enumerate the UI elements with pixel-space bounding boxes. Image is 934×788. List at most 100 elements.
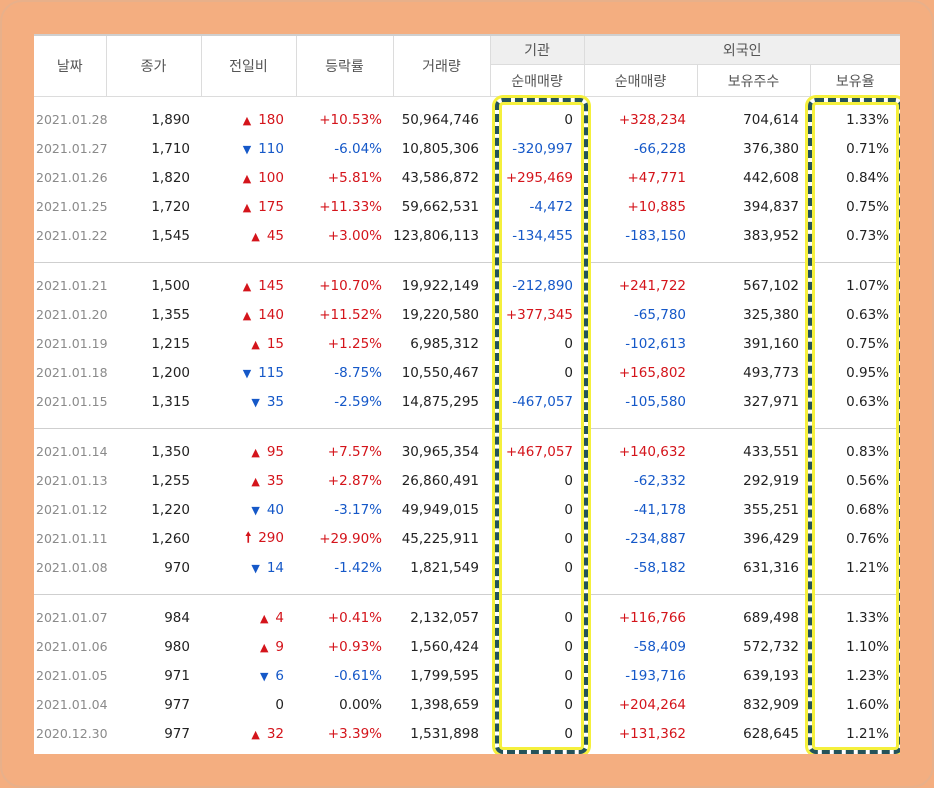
- volume-cell: 6,985,312: [410, 335, 479, 352]
- change-value: 180: [258, 111, 284, 128]
- foreign-net-cell: -58,409: [633, 638, 686, 655]
- table-row[interactable]: 2021.01.15 1,315 ▼ 35 -2.59% 14,875,295 -467,0…: [34, 387, 900, 416]
- foreign-ratio-cell: 0.83%: [846, 443, 889, 460]
- foreign-ratio-cell: 0.75%: [846, 198, 889, 215]
- change-value: 95: [266, 443, 284, 460]
- foreign-net-cell: +140,632: [618, 443, 686, 460]
- header-close[interactable]: 종가: [106, 34, 202, 97]
- group-spacer: [34, 582, 900, 595]
- institution-net-cell: 0: [564, 609, 573, 626]
- foreign-ratio-cell: 0.71%: [846, 140, 889, 157]
- table-row[interactable]: 2021.01.28 1,890 ▲ 180 +10.53% 50,964,746 0 +32…: [34, 105, 900, 134]
- header-date[interactable]: 날짜: [34, 34, 107, 97]
- date-cell: 2020.12.30: [36, 726, 108, 741]
- date-cell: 2021.01.22: [36, 228, 108, 243]
- foreign-ratio-cell: 0.84%: [846, 169, 889, 186]
- volume-cell: 49,949,015: [401, 501, 479, 518]
- foreign-holdings-cell: 832,909: [743, 696, 799, 713]
- change-cell: ▲ 145: [201, 271, 296, 300]
- date-cell: 2021.01.04: [36, 697, 108, 712]
- volume-cell: 45,225,911: [401, 530, 479, 547]
- table-row[interactable]: 2021.01.20 1,355 ▲ 140 +11.52% 19,220,580 +377…: [34, 300, 900, 329]
- header-foreign-net[interactable]: 순매매량: [584, 64, 698, 97]
- foreign-holdings-cell: 394,837: [743, 198, 799, 215]
- table-row[interactable]: 2021.01.21 1,500 ▲ 145 +10.70% 19,922,149 -212…: [34, 271, 900, 300]
- table-row[interactable]: 2021.01.06 980 ▲ 9 +0.93% 1,560,424 0 -58,409 57…: [34, 632, 900, 661]
- header-foreign-holdings[interactable]: 보유주수: [697, 64, 811, 97]
- table-row[interactable]: 2021.01.11 1,260 🠕 290 +29.90% 45,225,911 0 -23…: [34, 524, 900, 553]
- spacer-cell: [34, 416, 900, 429]
- close-cell: 970: [164, 559, 190, 576]
- up-arrow-icon: ▲: [242, 200, 252, 214]
- table-row[interactable]: 2021.01.13 1,255 ▲ 35 +2.87% 26,860,491 0 -62,3…: [34, 466, 900, 495]
- up-arrow-icon: ▲: [251, 445, 260, 459]
- change-cell: ▲ 35: [201, 466, 296, 495]
- header-rate[interactable]: 등락률: [296, 34, 394, 97]
- change-value: 4: [275, 609, 284, 626]
- institution-net-cell: +377,345: [505, 306, 573, 323]
- foreign-holdings-cell: 355,251: [743, 501, 799, 518]
- date-cell: 2021.01.28: [36, 112, 108, 127]
- foreign-ratio-cell: 0.75%: [846, 335, 889, 352]
- table-row[interactable]: 2021.01.12 1,220 ▼ 40 -3.17% 49,949,015 0 -41,1…: [34, 495, 900, 524]
- foreign-net-cell: -102,613: [625, 335, 686, 352]
- change-cell: ▲ 95: [201, 437, 296, 466]
- table-row[interactable]: 2021.01.27 1,710 ▼ 110 -6.04% 10,805,306 -320,…: [34, 134, 900, 163]
- foreign-ratio-cell: 1.33%: [846, 609, 889, 626]
- table-row[interactable]: 2020.12.30 977 ▲ 32 +3.39% 1,531,898 0 +131,362…: [34, 719, 900, 748]
- header-foreign-ratio[interactable]: 보유율: [810, 64, 900, 97]
- close-cell: 1,215: [151, 335, 190, 352]
- close-cell: 1,890: [151, 111, 190, 128]
- change-value: 0: [275, 696, 284, 713]
- date-cell: 2021.01.15: [36, 394, 108, 409]
- group-spacer: [34, 748, 900, 754]
- rate-cell: -3.17%: [334, 501, 382, 518]
- table-row[interactable]: 2021.01.25 1,720 ▲ 175 +11.33% 59,662,531 -4,4…: [34, 192, 900, 221]
- change-value: 45: [266, 227, 284, 244]
- foreign-holdings-cell: 631,316: [743, 559, 799, 576]
- change-value: 14: [266, 559, 284, 576]
- close-cell: 977: [164, 696, 190, 713]
- volume-cell: 10,550,467: [401, 364, 479, 381]
- date-cell: 2021.01.06: [36, 639, 108, 654]
- date-cell: 2021.01.12: [36, 502, 108, 517]
- institution-net-cell: 0: [564, 725, 573, 742]
- institution-net-cell: +295,469: [505, 169, 573, 186]
- foreign-holdings-cell: 567,102: [743, 277, 799, 294]
- volume-cell: 59,662,531: [401, 198, 479, 215]
- spacer-cell: [34, 97, 900, 106]
- foreign-ratio-cell: 1.21%: [846, 559, 889, 576]
- rate-cell: +3.39%: [327, 725, 382, 742]
- table-row[interactable]: 2021.01.05 971 ▼ 6 -0.61% 1,799,595 0 -193,716 6…: [34, 661, 900, 690]
- header-volume[interactable]: 거래량: [393, 34, 491, 97]
- foreign-net-cell: -183,150: [625, 227, 686, 244]
- group-spacer: [34, 262, 900, 271]
- down-arrow-icon: ▼: [251, 503, 260, 517]
- table-row[interactable]: 2021.01.18 1,200 ▼ 115 -8.75% 10,550,467 0 +165…: [34, 358, 900, 387]
- foreign-holdings-cell: 704,614: [743, 111, 799, 128]
- foreign-net-cell: -62,332: [633, 472, 686, 489]
- date-cell: 2021.01.18: [36, 365, 108, 380]
- date-cell: 2021.01.20: [36, 307, 108, 322]
- header-change[interactable]: 전일비: [201, 34, 297, 97]
- rate-cell: +29.90%: [319, 530, 382, 547]
- table-row[interactable]: 2021.01.04 977 0 0.00% 1,398,659 0 +204,264 832…: [34, 690, 900, 719]
- table-body: 2021.01.28 1,890 ▲ 180 +10.53% 50,964,746 0 +32…: [34, 97, 900, 755]
- table-row[interactable]: 2021.01.08 970 ▼ 14 -1.42% 1,821,549 0 -58,182 6…: [34, 553, 900, 582]
- change-value: 100: [258, 169, 284, 186]
- change-value: 32: [266, 725, 284, 742]
- foreign-net-cell: -41,178: [633, 501, 686, 518]
- table-row[interactable]: 2021.01.07 984 ▲ 4 +0.41% 2,132,057 0 +116,766 6…: [34, 603, 900, 632]
- table-row[interactable]: 2021.01.14 1,350 ▲ 95 +7.57% 30,965,354 +467,0…: [34, 437, 900, 466]
- foreign-net-cell: -65,780: [633, 306, 686, 323]
- foreign-ratio-cell: 0.73%: [846, 227, 889, 244]
- foreign-holdings-cell: 327,971: [743, 393, 799, 410]
- rate-cell: -0.61%: [334, 667, 382, 684]
- table-row[interactable]: 2021.01.19 1,215 ▲ 15 +1.25% 6,985,312 0 -102,6…: [34, 329, 900, 358]
- header-institution-net[interactable]: 순매매량: [490, 64, 585, 97]
- institution-net-cell: 0: [564, 501, 573, 518]
- table-row[interactable]: 2021.01.26 1,820 ▲ 100 +5.81% 43,586,872 +295,…: [34, 163, 900, 192]
- table-row[interactable]: 2021.01.22 1,545 ▲ 45 +3.00% 123,806,113 -134,…: [34, 221, 900, 250]
- volume-cell: 50,964,746: [401, 111, 479, 128]
- change-value: 40: [266, 501, 284, 518]
